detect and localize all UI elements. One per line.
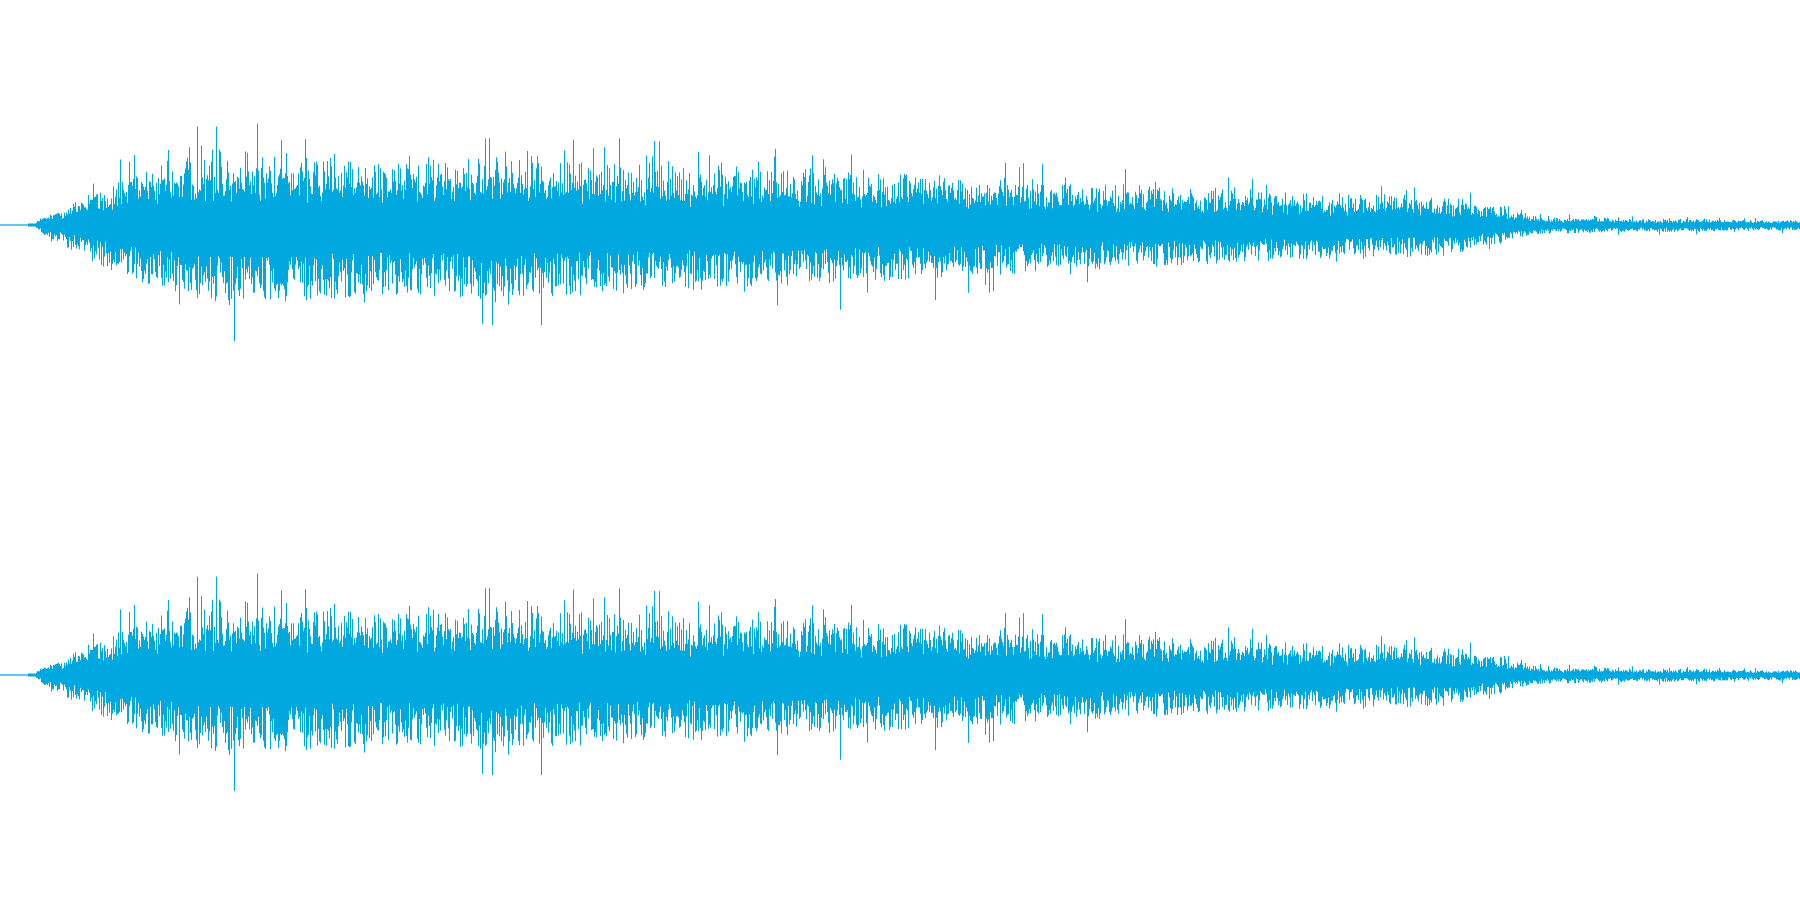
waveform-channel-left — [0, 123, 1800, 342]
waveform-left-svg — [0, 123, 1800, 342]
waveform-right-svg — [0, 573, 1800, 792]
waveform-left-path — [0, 123, 1800, 342]
waveform-channel-right — [0, 450, 1800, 900]
waveform-right-path — [0, 573, 1800, 792]
